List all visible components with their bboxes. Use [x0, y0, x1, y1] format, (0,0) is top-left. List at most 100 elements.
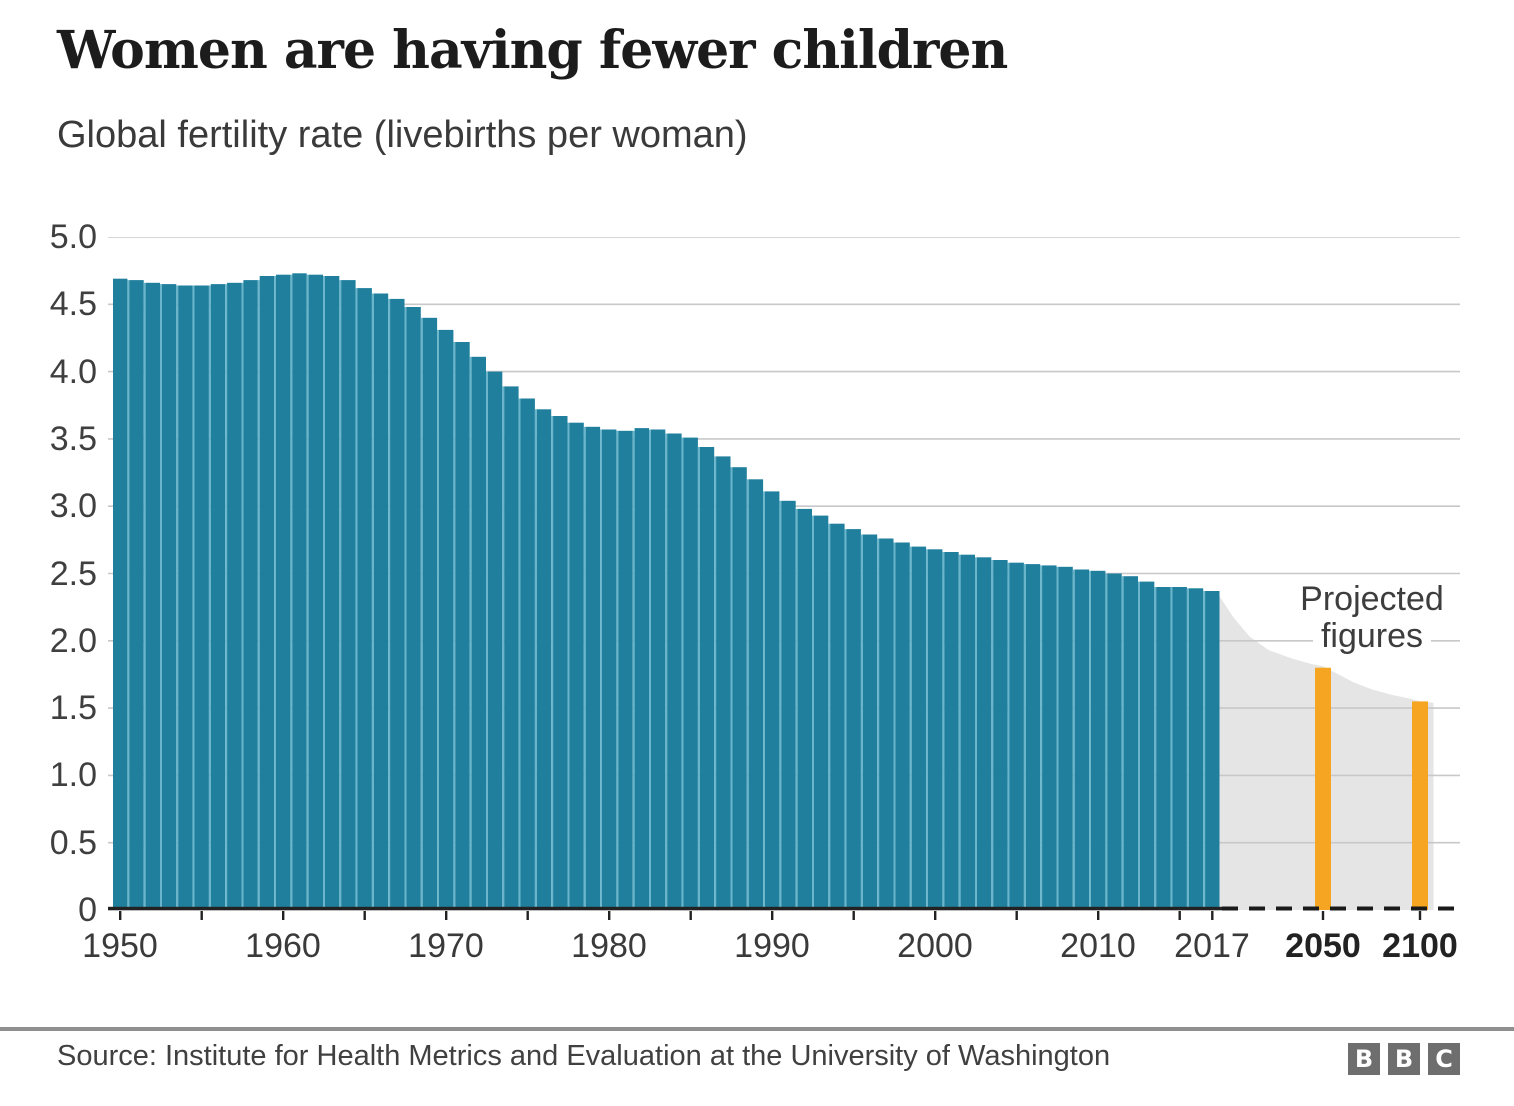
bar-separator: [420, 317, 423, 910]
bar-separator: [632, 430, 635, 910]
bar-separator: [323, 276, 325, 910]
axis-tick: [200, 911, 203, 920]
bar-separator: [877, 538, 880, 910]
bar-2004: [993, 560, 1008, 910]
bar-separator: [1170, 587, 1173, 910]
bar-2012: [1123, 576, 1138, 910]
bar-1961: [292, 273, 307, 910]
bar-separator: [649, 429, 651, 910]
bar-separator: [437, 329, 439, 910]
bar-1950: [113, 278, 128, 910]
bar-1967: [390, 298, 405, 910]
projected-bar-2100: [1412, 701, 1428, 910]
bar-2009: [1074, 569, 1090, 910]
bar-1986: [699, 447, 715, 910]
bar-separator: [388, 298, 391, 910]
axis-tick: [608, 911, 611, 920]
bar-2010: [1091, 570, 1106, 910]
bar-2016: [1188, 588, 1204, 910]
bar-1981: [618, 430, 633, 910]
bar-2006: [1025, 564, 1041, 910]
axis-tick: [689, 911, 692, 920]
bar-separator: [355, 288, 358, 911]
bar-separator: [779, 500, 782, 910]
bar-1996: [862, 534, 878, 910]
bar-1990: [765, 491, 780, 910]
bar-1987: [716, 456, 731, 910]
bar-separator: [926, 549, 928, 910]
bar-separator: [486, 371, 488, 911]
bar-separator: [812, 515, 814, 910]
bar-2003: [976, 557, 992, 910]
bar-separator: [257, 280, 260, 911]
projected-bar-2050: [1315, 667, 1331, 910]
axis-tick: [771, 911, 774, 920]
bar-separator: [909, 546, 912, 910]
axis-tick: [282, 911, 285, 920]
bar-separator: [681, 437, 684, 910]
bar-separator: [1040, 565, 1043, 910]
bar-1994: [830, 523, 845, 910]
x-axis-label: 1980: [571, 927, 647, 965]
x-axis-line: [108, 906, 1222, 911]
bar-separator: [453, 342, 456, 910]
bar-separator: [208, 285, 211, 910]
bar-separator: [339, 280, 342, 911]
bar-separator: [583, 426, 586, 910]
bar-separator: [1154, 587, 1157, 910]
bar-1979: [585, 426, 601, 910]
bar-2005: [1009, 562, 1024, 910]
bar-1980: [602, 429, 617, 910]
bar-separator: [1121, 576, 1124, 910]
bar-1991: [781, 500, 796, 910]
bar-separator: [404, 307, 407, 910]
bar-1984: [667, 433, 682, 910]
bar-separator: [371, 293, 374, 910]
bar-2015: [1172, 587, 1187, 910]
page-subtitle: Global fertility rate (livebirths per wo…: [57, 114, 748, 156]
bar-separator: [844, 529, 847, 910]
bar-separator: [241, 282, 244, 910]
bar-1998: [895, 542, 910, 910]
bar-1970: [439, 329, 454, 910]
bar-1951: [129, 280, 144, 911]
x-axis-label: 2017: [1174, 927, 1250, 965]
x-axis-label: 1950: [82, 927, 158, 965]
bar-separator: [860, 534, 863, 910]
bar-2000: [928, 549, 943, 910]
bar-separator: [975, 557, 977, 910]
bar-1992: [797, 508, 812, 910]
bar-1974: [504, 386, 519, 910]
bar-separator: [192, 285, 195, 910]
bar-separator: [306, 274, 309, 910]
bar-separator: [127, 280, 130, 911]
bar-separator: [160, 284, 162, 911]
x-axis-label: 2050: [1285, 927, 1361, 965]
bar-2002: [960, 554, 975, 910]
bar-separator: [551, 416, 554, 910]
bar-separator: [795, 508, 798, 910]
y-axis-label: 1.0: [49, 756, 97, 794]
bar-separator: [518, 398, 521, 910]
y-axis-label: 3.5: [49, 420, 97, 458]
x-axis-labels: 1950 1960 1970 1980 1990 2000 2010 2017 2050 2100: [82, 927, 1514, 977]
bar-1958: [243, 280, 258, 911]
y-axis-label: 2.5: [49, 555, 97, 593]
axis-tick: [119, 911, 122, 920]
bar-separator: [828, 523, 831, 910]
y-axis-label: 4.5: [49, 285, 97, 323]
bar-separator: [714, 456, 717, 910]
bar-2013: [1139, 581, 1155, 910]
y-axis-label: 0: [78, 891, 97, 929]
annotation-line: figures: [1312, 618, 1432, 655]
bar-separator: [746, 479, 749, 910]
bar-separator: [176, 285, 179, 910]
bar-separator: [1186, 588, 1189, 910]
bar-separator: [616, 430, 619, 910]
bar-2008: [1058, 566, 1073, 910]
bar-1977: [553, 416, 568, 910]
bar-2001: [944, 552, 959, 910]
y-axis-label: 2.0: [49, 622, 97, 660]
bar-1969: [422, 317, 438, 910]
